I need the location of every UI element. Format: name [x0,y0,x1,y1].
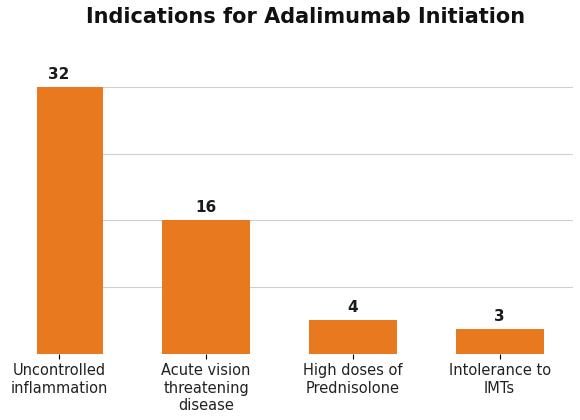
Text: 4: 4 [347,300,358,315]
Bar [456,328,543,354]
Text: 32: 32 [49,67,70,82]
Title: Indications for Adalimumab Initiation: Indications for Adalimumab Initiation [85,7,525,27]
Text: 16: 16 [195,200,216,215]
Bar [309,320,397,354]
Bar [162,220,250,354]
Bar [15,87,103,354]
Text: 3: 3 [494,309,505,323]
